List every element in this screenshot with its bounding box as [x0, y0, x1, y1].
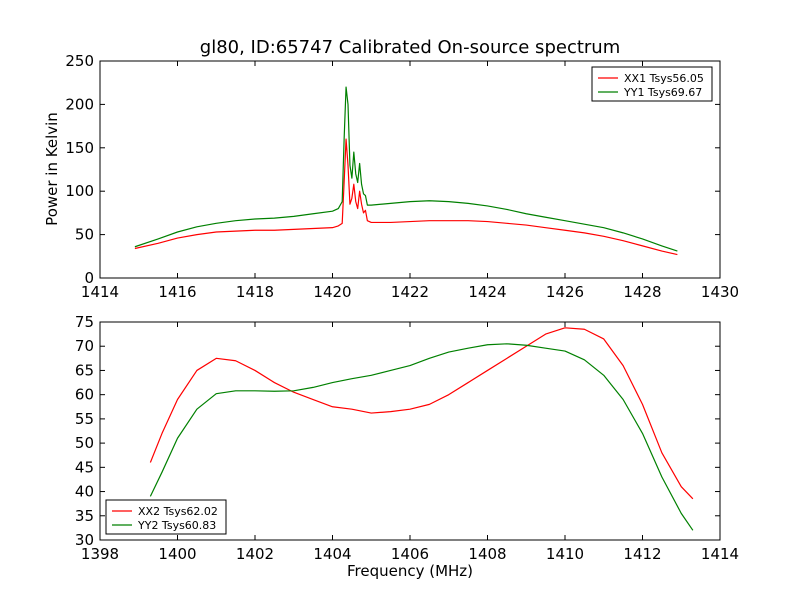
- top-ytick-label: 0: [84, 269, 94, 287]
- top-xtick-label: 1418: [236, 283, 274, 301]
- bottom-ytick-label: 35: [75, 507, 94, 525]
- bottom-ytick-label: 45: [75, 458, 94, 476]
- bottom-ytick-label: 60: [75, 386, 94, 404]
- top-legend-label-2: YY1 Tsys69.67: [623, 86, 702, 99]
- bottom-ytick-label: 30: [75, 531, 94, 549]
- bottom-xtick-label: 1414: [701, 545, 739, 563]
- top-xtick-label: 1428: [623, 283, 661, 301]
- bottom-xtick-label: 1400: [158, 545, 196, 563]
- top-chart-ylabel: Power in Kelvin: [43, 112, 61, 226]
- bottom-ytick-label: 75: [75, 313, 94, 331]
- bottom-ytick-label: 40: [75, 483, 94, 501]
- top-xtick-label: 1422: [391, 283, 429, 301]
- bottom-ytick-label: 50: [75, 434, 94, 452]
- bottom-xtick-label: 1408: [468, 545, 506, 563]
- bottom-xtick-label: 1398: [81, 545, 119, 563]
- bottom-xtick-label: 1404: [313, 545, 351, 563]
- bottom-ytick-label: 55: [75, 410, 94, 428]
- bottom-xtick-label: 1410: [546, 545, 584, 563]
- top-legend-label-1: XX1 Tsys56.05: [624, 72, 704, 85]
- bottom-series-2-line: [149, 343, 694, 531]
- top-xtick-label: 1420: [313, 283, 351, 301]
- top-xtick-label: 1430: [701, 283, 739, 301]
- bottom-xtick-label: 1406: [391, 545, 429, 563]
- bottom-series-1-line: [149, 327, 694, 500]
- top-xtick-label: 1414: [81, 283, 119, 301]
- top-series-2-line: [134, 86, 678, 252]
- bottom-xtick-label: 1412: [623, 545, 661, 563]
- bottom-legend-label-2: YY2 Tsys60.83: [137, 519, 216, 532]
- top-ytick-label: 50: [75, 226, 94, 244]
- top-ytick-label: 100: [65, 182, 94, 200]
- bottom-chart-xlabel: Frequency (MHz): [347, 562, 473, 580]
- top-legend-box: [591, 66, 713, 102]
- top-xtick-label: 1416: [158, 283, 196, 301]
- bottom-legend-label-1: XX2 Tsys62.02: [138, 505, 218, 518]
- top-ytick-label: 250: [65, 52, 94, 70]
- top-chart: 1414 1416 1418 1420 1422 1424 1426 1428 1430 0 50 1…: [65, 52, 739, 301]
- bottom-xtick-label: 1402: [236, 545, 274, 563]
- bottom-chart: 1398 1400 1402 1404 1406 1408 1410 1412 1414 30 35…: [75, 313, 739, 563]
- top-ytick-label: 150: [65, 139, 94, 157]
- bottom-ytick-label: 65: [75, 361, 94, 379]
- bottom-legend-box: [105, 499, 227, 535]
- top-series-1-line: [134, 138, 678, 256]
- bottom-ytick-label: 70: [75, 337, 94, 355]
- top-xtick-label: 1426: [546, 283, 584, 301]
- top-chart-title: gl80, ID:65747 Calibrated On-source spec…: [200, 37, 620, 58]
- top-xtick-label: 1424: [468, 283, 506, 301]
- top-ytick-label: 200: [65, 95, 94, 113]
